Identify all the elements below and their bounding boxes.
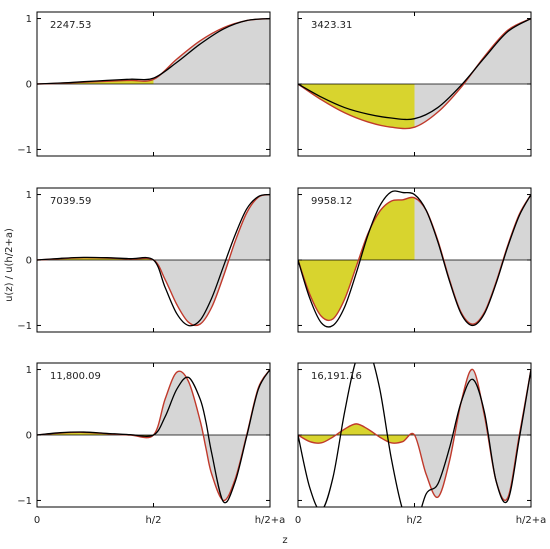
x-tick-label: 0 (295, 515, 301, 526)
plot-area (37, 369, 270, 504)
y-tick-label: 1 (26, 190, 32, 201)
x-tick-label: 0 (34, 515, 40, 526)
x-tick-label: h/2 (145, 515, 161, 526)
panel-label: 7039.59 (50, 196, 91, 207)
fill-inner-region (37, 432, 154, 438)
exact-curve (298, 363, 531, 507)
y-tick-label: −1 (17, 496, 32, 507)
x-tick-label: h/2+a (255, 515, 286, 526)
y-tick-label: 1 (26, 14, 32, 25)
fill-outer-region (153, 18, 270, 84)
x-tick-label: h/2 (406, 515, 422, 526)
exact-curve (298, 190, 531, 328)
y-tick-label: −1 (17, 321, 32, 332)
exact-curve (37, 193, 270, 327)
panel-1: 1 0 −1 2247.53 (17, 11, 271, 157)
y-axis-label: u(z) / u(h/2+a) (4, 228, 15, 302)
plot-area (298, 17, 531, 130)
y-tick-label: 0 (26, 80, 32, 91)
y-tick-label: −1 (17, 145, 32, 156)
plot-area (298, 190, 531, 328)
fill-inner-region (298, 423, 415, 444)
exact-curve (37, 17, 270, 85)
panel-6: 0 h/2 h/2+a 16,191.16 (295, 362, 547, 526)
panel-label: 11,800.09 (50, 371, 101, 382)
fill-outer-region (414, 18, 531, 128)
exact-curve (37, 369, 270, 504)
y-tick-label: 0 (26, 431, 32, 442)
approx-curve (298, 17, 531, 130)
plot-area (37, 17, 270, 85)
panel-2: 3423.31 (297, 11, 532, 157)
x-axis-label: z (282, 535, 287, 546)
plot-area (298, 363, 531, 507)
panel-4: 9958.12 (297, 187, 532, 333)
plot-area (37, 193, 270, 327)
panel-label: 3423.31 (311, 20, 352, 31)
panel-5: 10−10 h/2 h/2+a11,800.09 (17, 362, 286, 526)
fill-outer-region (414, 194, 531, 325)
panel-label: 16,191.16 (311, 371, 362, 382)
panel-3: 1 0 −1 7039.59 (17, 187, 271, 333)
exact-curve (298, 17, 531, 121)
x-tick-label: h/2+a (516, 515, 547, 526)
fill-inner-region (298, 197, 415, 321)
panel-label: 2247.53 (50, 20, 91, 31)
y-tick-label: 0 (26, 256, 32, 267)
y-tick-label: 1 (26, 365, 32, 376)
panel-label: 9958.12 (311, 196, 352, 207)
